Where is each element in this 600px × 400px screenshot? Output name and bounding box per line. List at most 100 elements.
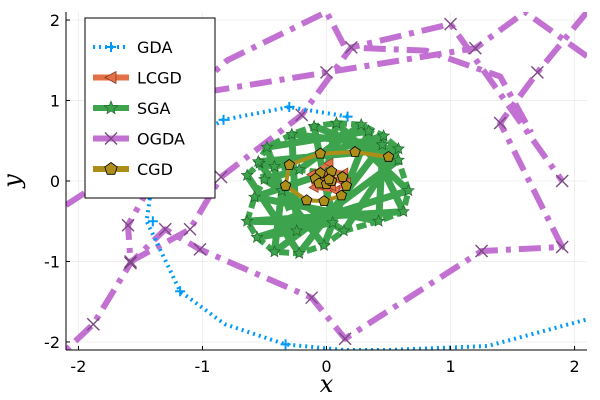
- legend-sga-marker: [103, 100, 119, 115]
- ogda-marker-b-10: [344, 40, 358, 54]
- ogda-marker-4: [475, 244, 489, 258]
- y-tick-label-4: 2: [50, 11, 60, 30]
- cgd-marker-8: [340, 179, 353, 191]
- ogda-marker-1: [530, 65, 544, 79]
- ogda-marker-b-2-b: [468, 41, 482, 55]
- sga-marker-23: [251, 154, 265, 168]
- ogda-marker-2: [493, 116, 507, 130]
- y-tick-label-0: -2: [44, 333, 60, 352]
- ogda-marker-8: [158, 222, 172, 236]
- sga-marker-21: [285, 127, 299, 140]
- ogda-marker-b-11-b: [444, 17, 458, 31]
- sga-marker-7: [292, 246, 306, 259]
- cgd-marker-6: [318, 195, 330, 207]
- ogda-marker-b-12: [555, 174, 569, 188]
- sga-marker-0: [240, 168, 254, 181]
- legend-ogda-marker-b: [104, 132, 118, 145]
- cgd-marker-5: [300, 194, 313, 206]
- ogda-line: [66, 12, 587, 350]
- gda-marker-4: [175, 286, 186, 297]
- ogda-marker-9: [124, 256, 137, 270]
- x-axis-title: x: [320, 370, 334, 398]
- ogda-marker-3-b: [555, 240, 569, 254]
- cgd-marker-9: [336, 171, 349, 182]
- ogda-marker-7: [193, 242, 207, 256]
- sga-marker-4: [240, 214, 254, 227]
- sga-marker-9: [337, 224, 351, 237]
- y-axis-title: y: [0, 174, 26, 189]
- legend-lcgd-marker: [104, 70, 117, 85]
- sga-marker-12: [401, 183, 415, 197]
- sga-marker-2: [258, 172, 271, 185]
- ogda-marker-b-3-b: [320, 65, 333, 79]
- ogda-marker-8-b: [158, 222, 172, 236]
- legend: GDA LCGD SGA OGDA CGD: [84, 17, 216, 199]
- gda-marker-1: [284, 101, 295, 112]
- ogda-marker-6-b: [305, 291, 319, 305]
- sga-marker-17: [377, 129, 391, 142]
- legend-lcgd-label: LCGD: [137, 69, 182, 88]
- sga-marker-19: [329, 116, 343, 129]
- ogda-marker-b-7-b: [183, 222, 197, 236]
- legend-ogda-label: OGDA: [137, 130, 185, 149]
- gda-marker-2: [218, 114, 229, 125]
- sga-marker-6: [267, 244, 281, 258]
- ogda-marker-b-10-b: [344, 40, 358, 54]
- sga-marker-20: [307, 119, 321, 132]
- ogda-marker-b-11: [444, 17, 458, 31]
- cgd-marker-4: [279, 179, 292, 191]
- sga-marker-10: [372, 214, 386, 227]
- y-tick-label-1: -1: [44, 252, 60, 271]
- sga-marker-22: [260, 140, 274, 153]
- x-tick-label-0: -2: [70, 357, 86, 376]
- sga-marker-18: [354, 117, 368, 131]
- gda-marker-3: [147, 216, 158, 227]
- legend-cgd-label: CGD: [137, 160, 173, 179]
- ogda-marker-10: [86, 317, 100, 331]
- sga-marker-5: [250, 230, 264, 243]
- ogda-marker-b-5-b: [121, 218, 135, 232]
- sga-marker-28: [290, 224, 304, 237]
- x-tick-label-3: 1: [445, 357, 455, 376]
- legend-cgd-marker: [104, 162, 118, 175]
- ogda-marker-5: [338, 332, 352, 346]
- legend-gda-marker: [106, 42, 116, 52]
- ogda-marker-9-b: [124, 256, 137, 270]
- sga-marker-11: [396, 204, 410, 218]
- ogda-marker-b-8: [214, 170, 228, 184]
- ogda-marker-b-2: [468, 41, 482, 55]
- y-tick-label-2: 0: [50, 172, 60, 191]
- ogda-marker-6: [305, 291, 319, 305]
- sga-marker-14: [375, 137, 389, 151]
- cgd-marker-2: [314, 147, 326, 159]
- lcgd-marker-0: [323, 157, 334, 169]
- sga-marker-27: [326, 215, 340, 229]
- ogda-marker-5-b: [338, 332, 352, 346]
- cgd-marker-16: [323, 173, 335, 185]
- ogda-marker-b-6: [124, 254, 137, 268]
- ogda-marker-4-b: [475, 244, 489, 258]
- ogda-marker-1-b: [530, 65, 544, 79]
- ogda-marker-2-b: [493, 116, 507, 130]
- sga-marker-16: [391, 141, 405, 155]
- ogda-marker-b-3: [320, 65, 333, 79]
- x-tick-label-4: 2: [570, 357, 580, 376]
- cgd-marker-1: [349, 146, 361, 157]
- x-tick-label-2: 0: [321, 357, 331, 376]
- legend-ogda-marker: [104, 132, 118, 145]
- sga-marker-24: [267, 159, 281, 173]
- ogda-marker-3: [555, 240, 569, 254]
- sga-marker-8: [317, 238, 331, 251]
- ogda-marker-7-b: [193, 242, 207, 256]
- cgd-marker-7: [335, 189, 348, 201]
- sga-marker-25: [292, 162, 306, 176]
- y-tick-label-3: 1: [50, 92, 60, 111]
- legend-gda-label: GDA: [137, 38, 172, 57]
- legend-sga-label: SGA: [137, 99, 171, 118]
- ogda-marker-b-7: [183, 222, 197, 236]
- cgd-marker-3: [283, 158, 295, 170]
- ogda-marker-b-8-b: [214, 170, 228, 184]
- gda-marker-0: [342, 111, 353, 122]
